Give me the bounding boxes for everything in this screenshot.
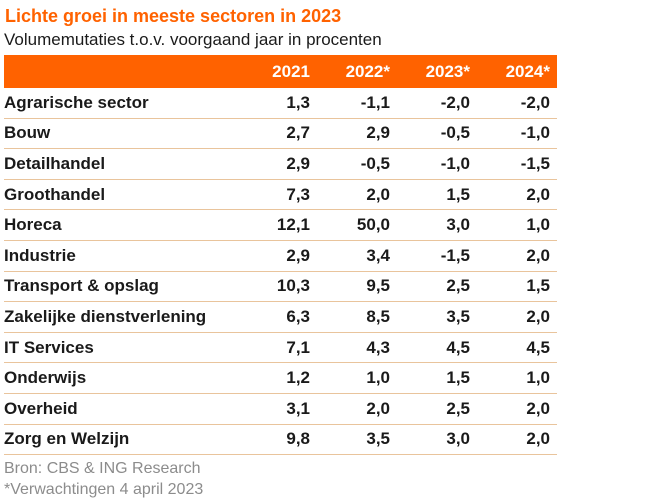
row-label: Bouw <box>4 118 237 150</box>
value-cell: 9,8 <box>237 424 317 456</box>
table-row: Horeca 12,1 50,0 3,0 1,0 <box>4 209 557 241</box>
value-cell: 50,0 <box>317 209 397 241</box>
figure-subtitle: Volumemutaties t.o.v. voorgaand jaar in … <box>4 30 382 49</box>
value-cell: 2,9 <box>317 118 397 150</box>
row-label: Horeca <box>4 209 237 241</box>
value-cell: 7,1 <box>237 332 317 364</box>
value-cell: 3,5 <box>317 424 397 456</box>
value-cell: 10,3 <box>237 271 317 303</box>
value-cell: -1,0 <box>397 148 477 180</box>
value-cell: 4,5 <box>477 332 557 364</box>
column-header: 2024* <box>477 55 557 88</box>
value-cell: 3,4 <box>317 240 397 272</box>
table-row: Agrarische sector 1,3 -1,1 -2,0 -2,0 <box>4 88 557 119</box>
value-cell: 2,7 <box>237 118 317 150</box>
table-header: 2021 2022* 2023* 2024* <box>4 55 557 88</box>
value-cell: 2,5 <box>397 393 477 425</box>
value-cell: 7,3 <box>237 179 317 211</box>
value-cell: 2,0 <box>477 301 557 333</box>
value-cell: 2,0 <box>477 424 557 456</box>
value-cell: -1,5 <box>477 148 557 180</box>
value-cell: 4,3 <box>317 332 397 364</box>
value-cell: 2,0 <box>477 240 557 272</box>
value-cell: -0,5 <box>317 148 397 180</box>
row-label: Zorg en Welzijn <box>4 424 237 456</box>
table-header-row: 2021 2022* 2023* 2024* <box>4 55 557 88</box>
table-row: Bouw 2,7 2,9 -0,5 -1,0 <box>4 118 557 150</box>
value-cell: 1,3 <box>237 88 317 119</box>
column-header: 2022* <box>317 55 397 88</box>
column-header: 2023* <box>397 55 477 88</box>
row-label: Detailhandel <box>4 148 237 180</box>
table-row: Zakelijke dienstverlening 6,3 8,5 3,5 2,0 <box>4 301 557 333</box>
table-row: Onderwijs 1,2 1,0 1,5 1,0 <box>4 362 557 394</box>
value-cell: 1,5 <box>397 179 477 211</box>
value-cell: 2,0 <box>477 179 557 211</box>
column-header: 2021 <box>237 55 317 88</box>
value-cell: 1,5 <box>397 362 477 394</box>
value-cell: 2,0 <box>317 393 397 425</box>
table-row: Industrie 2,9 3,4 -1,5 2,0 <box>4 240 557 272</box>
table-row: Transport & opslag 10,3 9,5 2,5 1,5 <box>4 271 557 303</box>
row-label: Industrie <box>4 240 237 272</box>
row-label: Groothandel <box>4 179 237 211</box>
value-cell: -1,0 <box>477 118 557 150</box>
figure-footer: Bron: CBS & ING Research *Verwachtingen … <box>4 458 650 500</box>
row-label: Onderwijs <box>4 362 237 394</box>
column-header-spacer <box>4 55 237 88</box>
value-cell: 1,0 <box>317 362 397 394</box>
value-cell: 3,0 <box>397 424 477 456</box>
value-cell: 2,0 <box>317 179 397 211</box>
table-row: Groothandel 7,3 2,0 1,5 2,0 <box>4 179 557 211</box>
value-cell: 9,5 <box>317 271 397 303</box>
table-body: Agrarische sector 1,3 -1,1 -2,0 -2,0 Bouw 2,7 2… <box>4 88 557 456</box>
value-cell: 4,5 <box>397 332 477 364</box>
row-label: Agrarische sector <box>4 88 237 119</box>
source-note: Bron: CBS & ING Research <box>4 460 201 478</box>
value-cell: 1,0 <box>477 362 557 394</box>
value-cell: 2,5 <box>397 271 477 303</box>
value-cell: 1,5 <box>477 271 557 303</box>
table-row: Overheid 3,1 2,0 2,5 2,0 <box>4 393 557 425</box>
value-cell: 8,5 <box>317 301 397 333</box>
row-label: IT Services <box>4 332 237 364</box>
value-cell: 6,3 <box>237 301 317 333</box>
row-label: Overheid <box>4 393 237 425</box>
table-row: IT Services 7,1 4,3 4,5 4,5 <box>4 332 557 364</box>
row-label: Zakelijke dienstverlening <box>4 301 237 333</box>
value-cell: -2,0 <box>477 88 557 119</box>
value-cell: 1,0 <box>477 209 557 241</box>
value-cell: 12,1 <box>237 209 317 241</box>
value-cell: 2,9 <box>237 148 317 180</box>
table-row: Zorg en Welzijn 9,8 3,5 3,0 2,0 <box>4 424 557 456</box>
value-cell: -1,1 <box>317 88 397 119</box>
forecast-note: *Verwachtingen 4 april 2023 <box>4 481 204 499</box>
value-cell: -1,5 <box>397 240 477 272</box>
figure-title: Lichte groei in meeste sectoren in 2023 <box>5 6 342 26</box>
value-cell: 2,9 <box>237 240 317 272</box>
value-cell: 3,0 <box>397 209 477 241</box>
value-cell: -0,5 <box>397 118 477 150</box>
value-cell: 2,0 <box>477 393 557 425</box>
row-label: Transport & opslag <box>4 271 237 303</box>
sector-growth-table: 2021 2022* 2023* 2024* Agrarische sector 1,3… <box>4 55 557 456</box>
value-cell: 3,5 <box>397 301 477 333</box>
value-cell: 1,2 <box>237 362 317 394</box>
table-row: Detailhandel 2,9 -0,5 -1,0 -1,5 <box>4 148 557 180</box>
value-cell: -2,0 <box>397 88 477 119</box>
value-cell: 3,1 <box>237 393 317 425</box>
